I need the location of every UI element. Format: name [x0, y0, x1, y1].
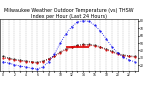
- Title: Milwaukee Weather Outdoor Temperature (vs) THSW Index per Hour (Last 24 Hours): Milwaukee Weather Outdoor Temperature (v…: [4, 8, 134, 19]
